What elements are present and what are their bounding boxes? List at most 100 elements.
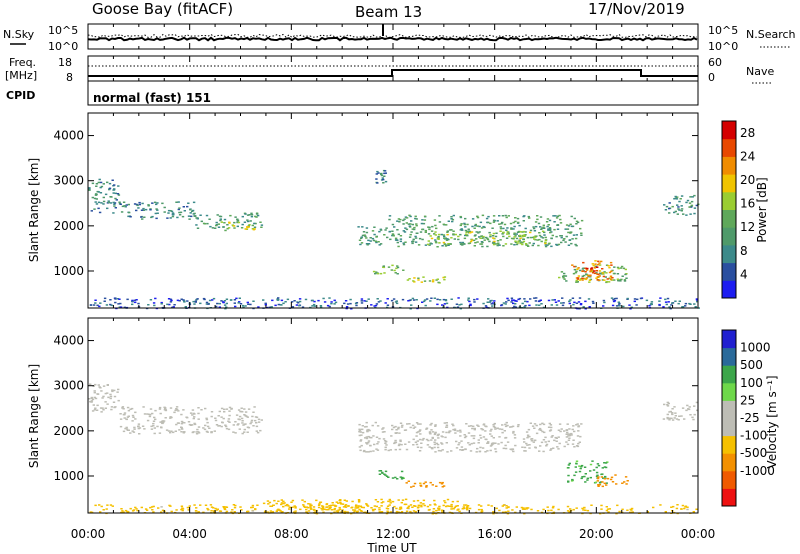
velocity-cell-9 [122,511,125,513]
power-cell-14 [407,300,410,302]
velocity-cell-2 [459,435,462,437]
velocity-cell-6 [596,480,599,482]
velocity-cell-2 [509,426,512,428]
power-cell-14 [225,302,228,305]
velocity-cell-2 [538,429,541,431]
power-cell-12 [668,207,671,210]
velocity-cell-3 [379,470,383,472]
velocity-cell-5 [586,479,589,481]
velocity-cell-1 [192,417,195,420]
velocity-cell-9 [207,509,210,511]
velocity-cell-2 [418,450,422,452]
velocity-cell-9 [581,507,584,510]
velocity-cell-3 [381,471,384,474]
power-cell-5 [540,228,543,230]
velocity-cell-9 [445,505,448,508]
velocity-cell-8 [401,499,405,501]
power-cell-2 [222,226,225,228]
power-cell-5 [444,237,447,239]
power-cell-10 [573,265,576,268]
velocity-cell-9 [615,512,618,515]
velocity-cell-1 [215,424,219,426]
power-cell-10 [576,278,580,280]
power-cell-14 [105,304,109,306]
velocity-cell-8 [422,503,425,505]
power-cell-5 [501,221,504,224]
velocity-cell-8 [357,499,361,501]
power-cell-7 [394,272,397,274]
power-cell-5 [414,241,418,243]
power-cell-9 [560,271,564,273]
power-cell-14 [211,299,214,301]
velocity-cell-2 [391,424,394,427]
velocity-cell-2 [547,440,550,443]
velocity-cell-7 [687,408,691,411]
velocity-cell-2 [365,425,368,428]
power-cell-6 [482,235,485,238]
velocity-cell-8 [291,499,295,502]
power-cell-5 [391,230,394,232]
power-cell-14 [534,300,538,302]
power-cell-2 [243,221,247,223]
power-cell-5 [473,227,476,229]
power-cell-14 [650,301,654,303]
power-cell-4 [362,231,366,233]
power-cell-5 [438,215,441,217]
velocity-cell-1 [161,422,164,424]
power-cell-1 [193,215,196,217]
power-cell-14 [476,298,479,300]
velocity-cell-9 [670,506,673,508]
power-cell-5 [411,240,415,242]
power-cell-14 [118,306,121,308]
velocity-cell-4 [410,486,413,488]
power-cell-14 [666,297,670,300]
velocity-cell-3 [378,470,381,472]
velocity-cell-9 [149,506,152,509]
power-cell-5 [408,236,412,238]
power-cell-14 [603,301,606,304]
velocity-cell-0 [101,407,104,409]
power-cell-14 [575,302,579,304]
power-cell-14 [345,307,348,310]
velocity-cell-1 [125,418,128,420]
power-cell-5 [423,219,427,221]
power-cell-12 [674,195,677,198]
power-cell-5 [461,244,464,246]
velocity-cell-9 [332,504,335,506]
velocity-cell-1 [240,417,244,420]
velocity-cell-8 [443,500,446,502]
power-cell-12 [680,208,684,210]
power-cell-1 [193,212,196,215]
power-cell-14 [96,304,99,307]
velocity-cell-9 [271,511,275,513]
velocity-cell-2 [436,446,440,449]
power-cell-0 [114,192,117,195]
velocity-cell-2 [549,429,553,431]
power-cell-6 [549,231,552,234]
power-cell-5 [547,229,550,231]
velocity-cell-1 [202,427,205,429]
velocity-cell-9 [350,507,353,509]
velocity-cell-2 [494,450,498,453]
power-cell-5 [558,214,561,217]
power-cell-6 [481,241,484,244]
power-cell-6 [470,231,474,233]
power-cell-8 [437,281,440,284]
power-cell-6 [496,240,500,242]
velocity-cell-8 [432,510,435,513]
velocity-cell-5 [571,478,574,481]
power-cell-5 [451,218,455,221]
power-cell-5 [515,233,518,235]
power-cell-6 [529,236,532,239]
velocity-cell-2 [369,444,372,447]
power-cell-14 [118,298,121,300]
velocity-cell-7 [666,404,669,406]
power-cell-2 [259,221,262,223]
velocity-cell-8 [387,500,390,503]
velocity-cell-2 [498,436,501,438]
velocity-cell-0 [102,385,106,387]
power-cell-0 [98,211,102,214]
velocity-cell-8 [451,500,455,503]
power-cell-14 [326,304,330,307]
power-cell-1 [163,211,166,213]
